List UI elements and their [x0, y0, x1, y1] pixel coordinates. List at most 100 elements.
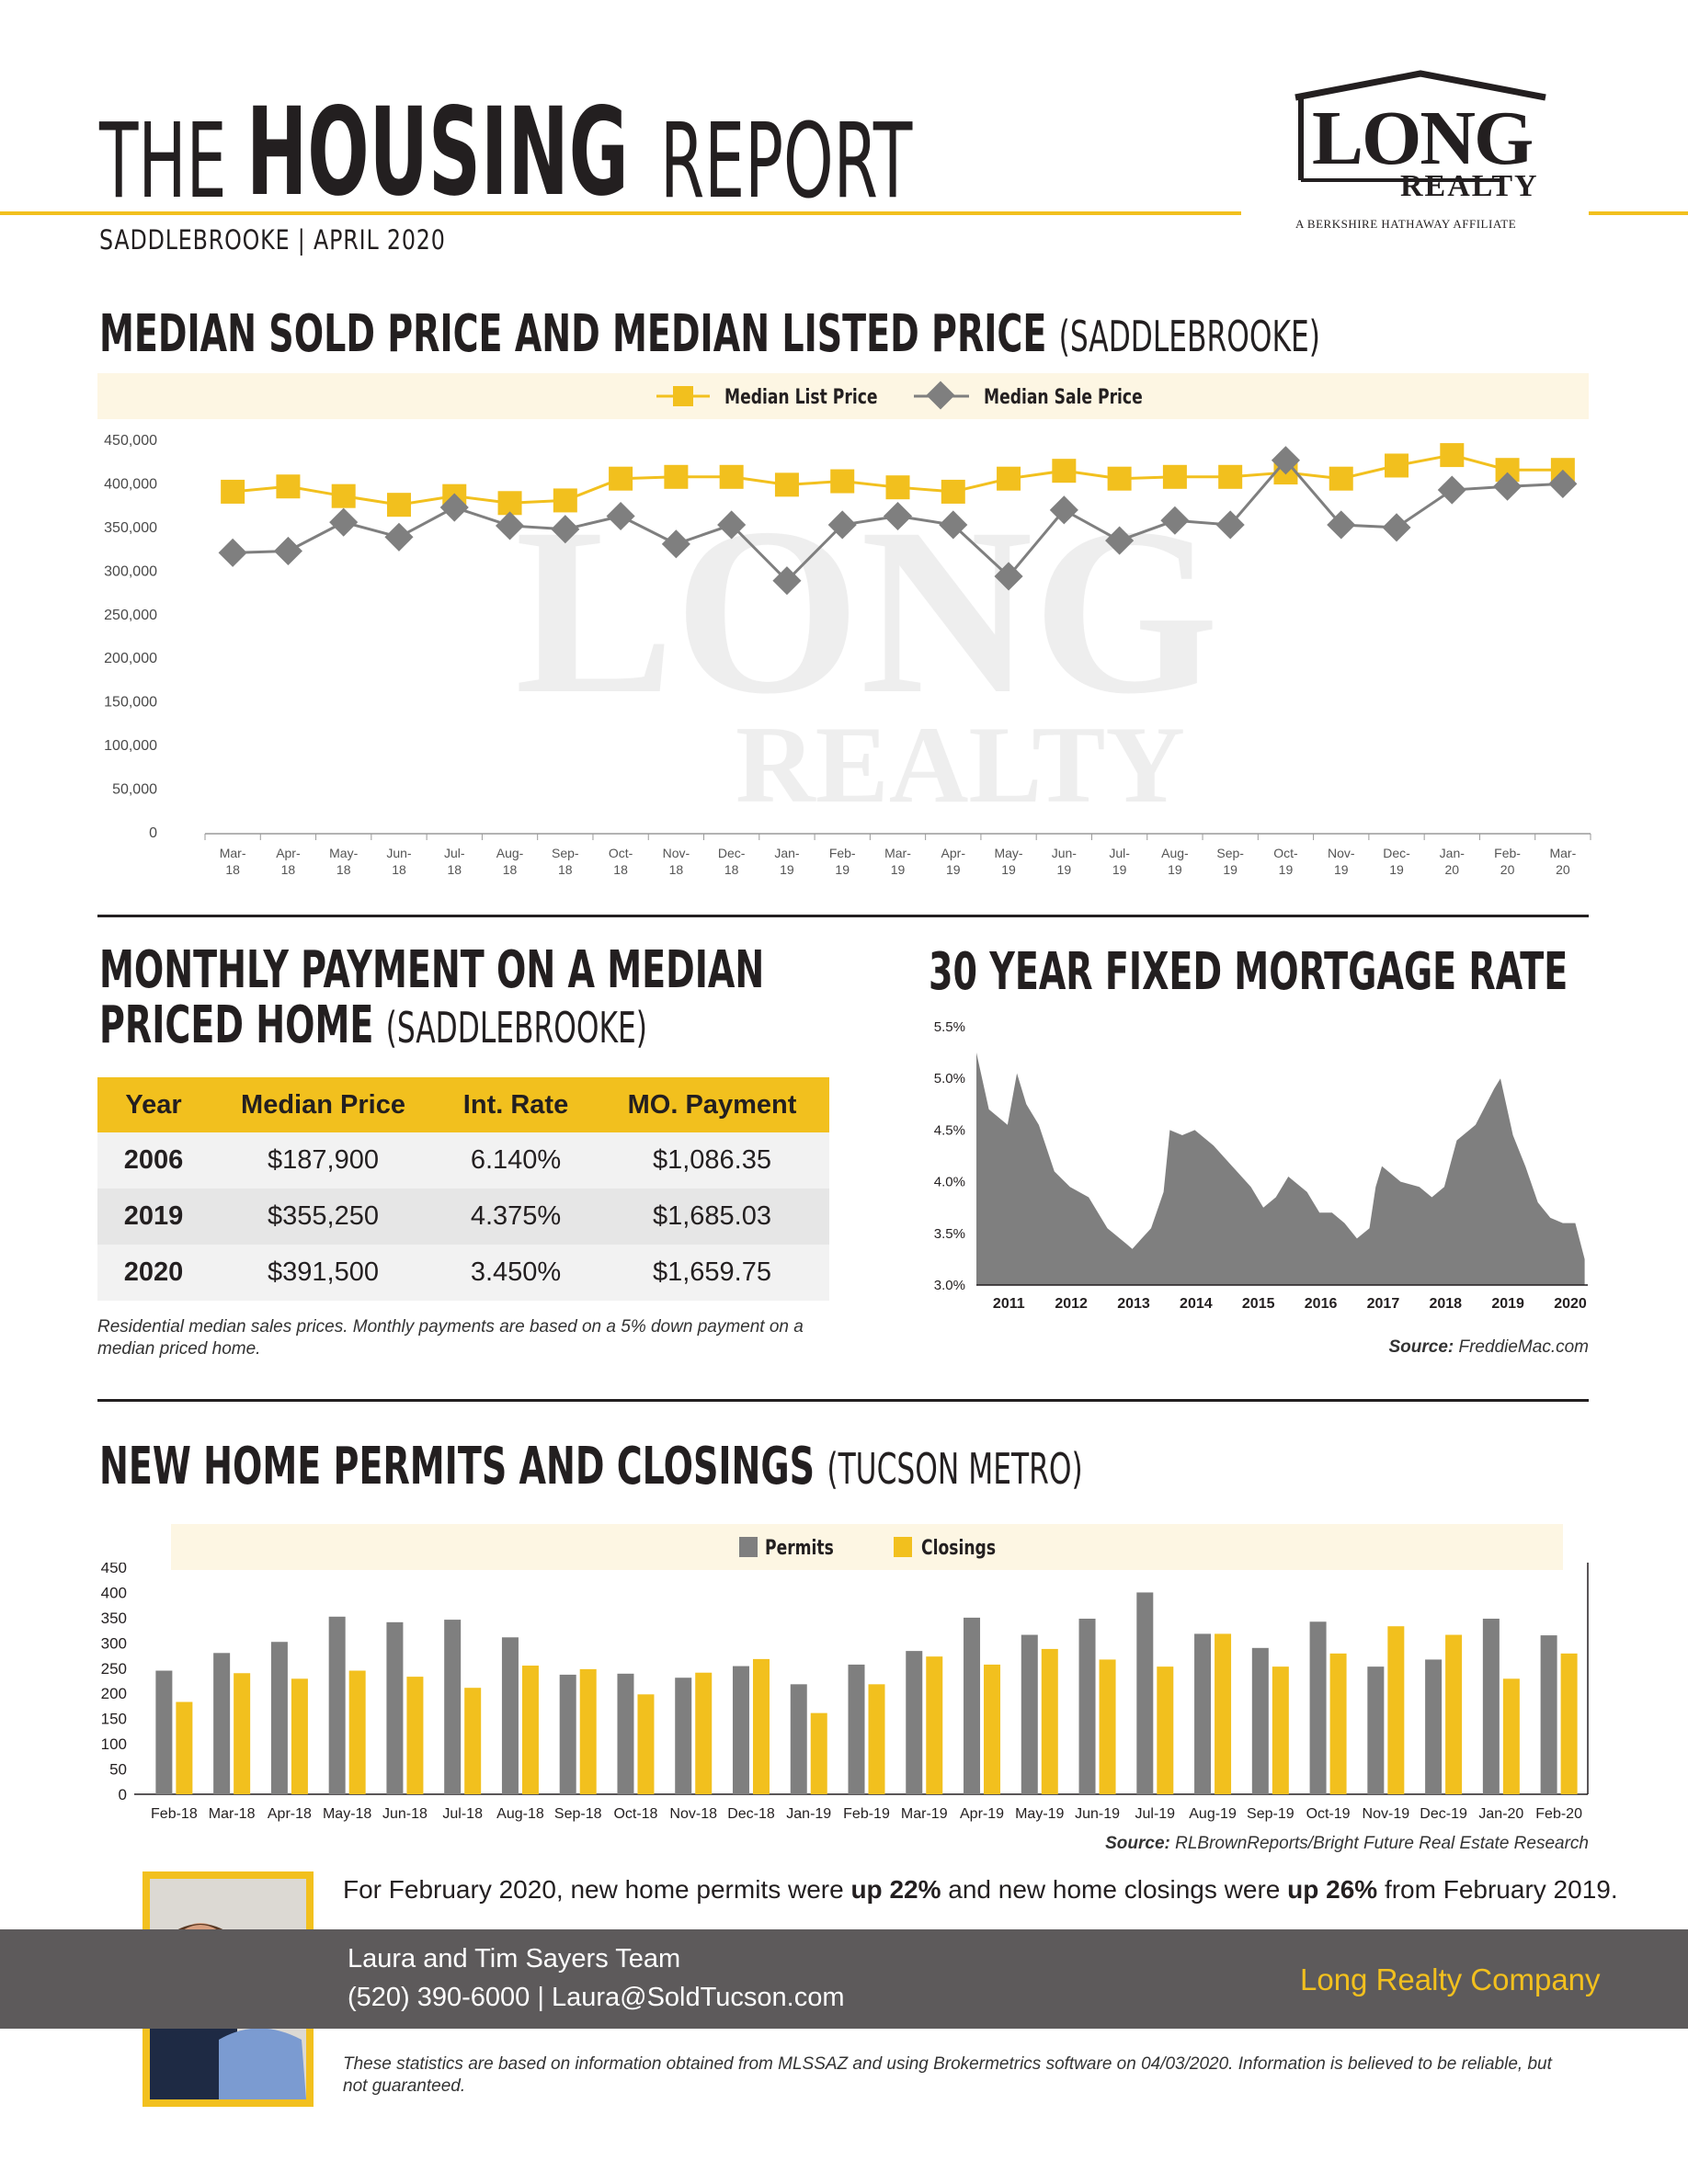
y-tick-label: 350,000 — [104, 520, 157, 536]
permits-bar — [732, 1666, 749, 1794]
permits-bar — [1367, 1666, 1385, 1794]
cell-rate: 4.375% — [437, 1189, 595, 1245]
bar-y-tick-label: 100 — [101, 1735, 127, 1753]
legend-sale-label: Median Sale Price — [984, 385, 1143, 409]
permits-bar — [213, 1653, 231, 1794]
permits-bar — [617, 1673, 634, 1794]
x-tick-label: Jun-19 — [1052, 846, 1078, 877]
header-rule-left — [0, 211, 1241, 215]
report-subtitle: SADDLEBROOKE | APRIL 2020 — [99, 224, 446, 256]
bar-x-tick-label: Feb-19 — [843, 1806, 890, 1822]
closings-bar — [406, 1677, 424, 1794]
section-payment-heading-line2: PRICED HOME — [99, 995, 374, 1055]
cell-price: $355,250 — [210, 1189, 437, 1245]
permits-bar — [906, 1651, 923, 1794]
rate-x-tick-label: 2012 — [1055, 1296, 1088, 1312]
x-tick-label: Nov-19 — [1328, 846, 1355, 877]
footer-band — [0, 1929, 1688, 2029]
bar-x-tick-label: Mar-19 — [901, 1806, 948, 1822]
company-name: Long Realty Company — [1300, 1962, 1601, 1996]
permits-bar — [155, 1670, 173, 1794]
cell-year: 2020 — [97, 1245, 210, 1301]
legend-permits-label: Permits — [765, 1536, 834, 1560]
bar-x-tick-label: Nov-18 — [669, 1806, 717, 1822]
bar-x-tick-label: Apr-18 — [268, 1806, 312, 1822]
section-median-price-sub: (SADDLEBROOKE) — [1058, 312, 1320, 361]
col-median-price: Median Price — [210, 1077, 437, 1132]
bar-y-tick-label: 300 — [101, 1634, 127, 1652]
list-price-point — [1107, 466, 1132, 491]
title-housing: HOUSING — [246, 82, 629, 223]
payment-table: Year Median Price Int. Rate MO. Payment … — [97, 1077, 829, 1301]
bar-y-tick-label: 200 — [101, 1685, 127, 1702]
closings-bar — [579, 1668, 597, 1794]
permits-bar — [790, 1684, 807, 1794]
y-tick-label: 450,000 — [104, 433, 157, 449]
closings-bar — [1041, 1648, 1058, 1794]
long-realty-logo: LONG REALTY A BERKSHIRE HATHAWAY AFFILIA… — [1292, 70, 1549, 235]
closings-bar — [868, 1684, 885, 1794]
x-tick-label: May-18 — [329, 846, 358, 877]
permits-bar — [444, 1620, 462, 1794]
x-tick-label: Apr-18 — [276, 846, 301, 877]
x-tick-label: Dec-19 — [1383, 846, 1410, 877]
legend-permits-marker — [739, 1537, 758, 1557]
list-price-point — [1385, 453, 1409, 478]
list-price-point — [1162, 464, 1187, 489]
x-tick-label: Jan-20 — [1440, 846, 1466, 877]
payment-table-wrap: Year Median Price Int. Rate MO. Payment … — [97, 1077, 829, 1301]
summary-mid: and new home closings were — [941, 1875, 1288, 1904]
closings-bar — [1560, 1653, 1578, 1794]
bar-x-tick-label: Oct-19 — [1306, 1806, 1351, 1822]
table-row: 2020 $391,500 3.450% $1,659.75 — [97, 1245, 829, 1301]
section-mortgage-title: 30 YEAR FIXED MORTGAGE RATE — [929, 942, 1568, 1002]
bar-y-tick-label: 450 — [101, 1563, 127, 1576]
list-price-point — [276, 474, 301, 499]
closings-bar — [1445, 1634, 1463, 1794]
rate-y-tick-label: 5.5% — [934, 1019, 965, 1035]
section-payment-sub: (SADDLEBROOKE) — [385, 1003, 647, 1052]
permits-bar — [964, 1617, 981, 1794]
title-report: REPORT — [660, 102, 913, 222]
rate-y-tick-label: 3.0% — [934, 1278, 965, 1293]
rate-x-tick-label: 2013 — [1117, 1296, 1150, 1312]
sale-price-point — [1437, 475, 1466, 505]
x-tick-label: Jul-18 — [444, 846, 465, 877]
y-tick-label: 50,000 — [112, 782, 157, 798]
bar-x-tick-label: Apr-19 — [960, 1806, 1004, 1822]
mortgage-source-value: FreddieMac.com — [1458, 1337, 1590, 1357]
agent-name: Laura and Tim Sayers Team — [348, 1944, 681, 1974]
permits-bar — [1194, 1633, 1212, 1794]
header-rule-right — [1589, 211, 1688, 215]
legend-sale-marker — [926, 381, 955, 410]
bar-x-tick-label: Jul-19 — [1135, 1806, 1176, 1822]
mortgage-source: Source: FreddieMac.com — [1195, 1337, 1589, 1358]
section-permits-title: NEW HOME PERMITS AND CLOSINGS (TUCSON ME… — [99, 1441, 1083, 1493]
sale-price-point — [439, 493, 469, 522]
summary-permits-change: up 22% — [850, 1875, 941, 1904]
rate-y-tick-label: 4.5% — [934, 1122, 965, 1138]
x-tick-label: Aug-19 — [1161, 846, 1189, 877]
x-tick-label: Mar-20 — [1549, 846, 1576, 877]
rate-x-tick-label: 2015 — [1242, 1296, 1275, 1312]
legend-list-label: Median List Price — [724, 385, 878, 409]
price-chart-legend: Median List Price Median Sale Price — [97, 373, 1589, 419]
list-price-point — [941, 479, 965, 504]
bar-x-tick-label: Aug-18 — [496, 1806, 544, 1822]
bar-x-tick-label: Sep-19 — [1247, 1806, 1295, 1822]
list-price-point — [885, 475, 910, 500]
sale-price-point — [1382, 513, 1411, 542]
y-tick-label: 150,000 — [104, 695, 157, 711]
list-price-point — [1052, 459, 1077, 483]
disclaimer: These statistics are based on informatio… — [343, 2054, 1552, 2096]
permits-bar — [328, 1616, 346, 1794]
permits-closings-chart: 0 50 100 150 200 250 300 350 400 450 Feb-18 Mar-18 A… — [101, 1563, 1589, 1822]
x-tick-label: Nov-18 — [663, 846, 690, 877]
bar-y-tick-label: 0 — [119, 1786, 127, 1803]
x-tick-label: Sep-18 — [552, 846, 579, 877]
rate-x-tick-label: 2019 — [1491, 1296, 1524, 1312]
permits-bar — [501, 1637, 519, 1794]
permits-bar — [1021, 1634, 1038, 1794]
